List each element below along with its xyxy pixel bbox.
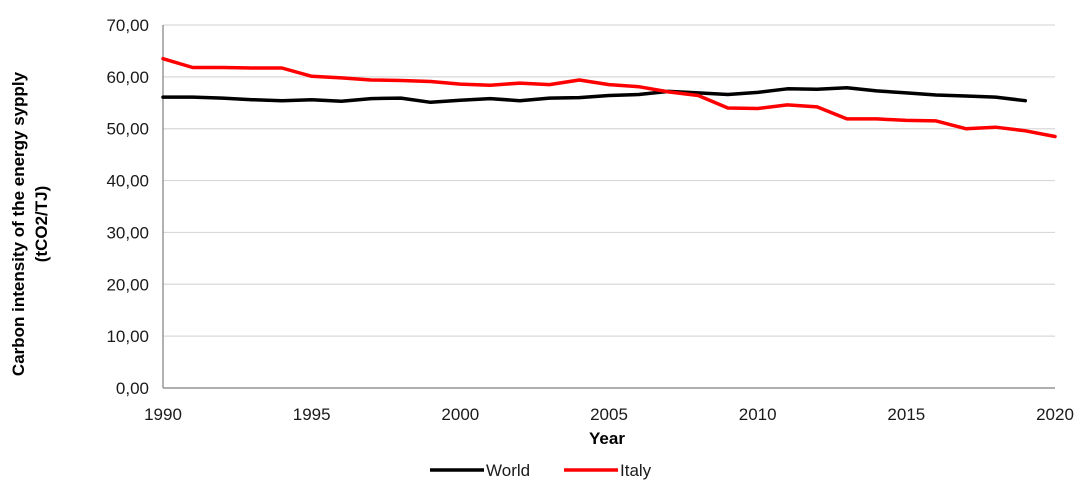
series-line-italy — [161, 56, 1057, 139]
y-tick-label: 40,00 — [106, 172, 149, 191]
x-tick-label: 2000 — [441, 405, 479, 424]
x-tick-label: 1995 — [293, 405, 331, 424]
legend-item-italy: Italy — [564, 461, 652, 480]
legend: World Italy — [430, 461, 652, 480]
axes — [162, 25, 1055, 389]
legend-label-world: World — [486, 461, 530, 480]
y-tick-label: 60,00 — [106, 68, 149, 87]
x-tick-label: 2010 — [739, 405, 777, 424]
x-tick-label: 2020 — [1036, 405, 1074, 424]
x-tick-label: 2015 — [887, 405, 925, 424]
y-tick-label: 70,00 — [106, 16, 149, 35]
y-axis-title-line2: (tCO2/TJ) — [32, 186, 51, 263]
y-axis-title: Carbon intensity of the energy sypply (t… — [9, 71, 51, 376]
series-lines — [161, 56, 1057, 139]
x-tick-labels: 1990 1995 2000 2005 2010 2015 2020 — [144, 405, 1074, 424]
x-tick-label: 1990 — [144, 405, 182, 424]
x-tick-label: 2005 — [590, 405, 628, 424]
legend-label-italy: Italy — [620, 461, 652, 480]
y-tick-label: 50,00 — [106, 120, 149, 139]
y-tick-label: 20,00 — [106, 275, 149, 294]
y-tick-label: 30,00 — [106, 223, 149, 242]
y-tick-label: 10,00 — [106, 327, 149, 346]
series-line-world — [161, 85, 1028, 105]
y-tick-label: 0,00 — [116, 379, 149, 398]
y-axis-title-line1: Carbon intensity of the energy sypply — [9, 71, 28, 376]
legend-item-world: World — [430, 461, 530, 480]
x-axis-title: Year — [589, 429, 625, 448]
y-tick-labels: 0,00 10,00 20,00 30,00 40,00 50,00 60,00 70,00 — [106, 16, 149, 398]
